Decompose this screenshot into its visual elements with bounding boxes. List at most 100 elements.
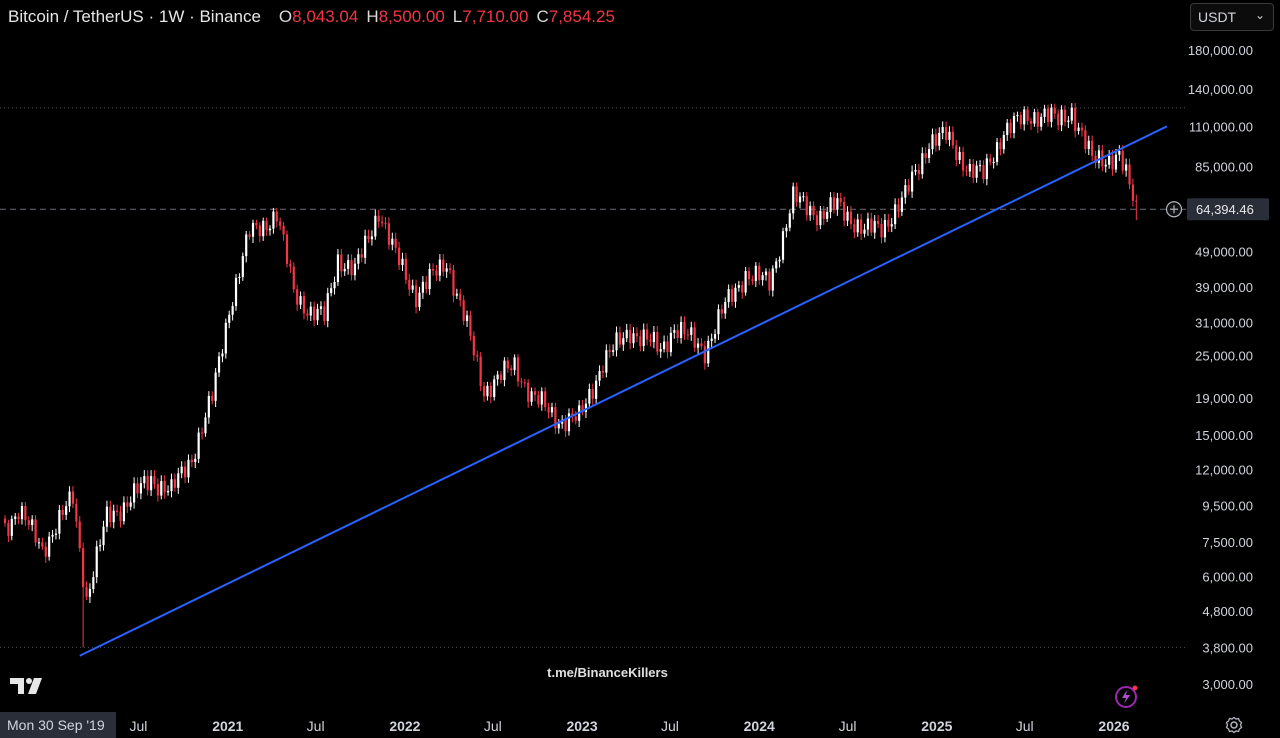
candle (367, 229, 370, 243)
candle (713, 329, 717, 344)
candle (285, 230, 289, 268)
candle (1121, 145, 1124, 175)
tradingview-logo-icon[interactable] (10, 676, 46, 696)
candle (880, 217, 883, 244)
candle (849, 206, 853, 230)
candle (479, 352, 482, 392)
candle (836, 192, 839, 216)
candle (666, 335, 669, 359)
candle (720, 304, 723, 319)
candle (1012, 112, 1016, 139)
candle (309, 301, 312, 321)
candle (350, 254, 353, 281)
candle (968, 158, 971, 178)
candle (747, 267, 751, 286)
candle (975, 160, 978, 183)
candle (1046, 104, 1050, 127)
price-tick-label: 140,000.00 (1188, 82, 1253, 97)
candle (428, 263, 431, 295)
candle (921, 147, 924, 179)
price-tick-label: 3,800.00 (1202, 640, 1253, 655)
candle (448, 263, 452, 274)
candle (190, 454, 193, 468)
candle (785, 224, 788, 238)
price-tick-label: 7,500.00 (1202, 535, 1253, 550)
candle (306, 308, 309, 321)
candle (326, 287, 329, 328)
candle (863, 223, 866, 238)
candle (1040, 113, 1043, 131)
candle (625, 323, 628, 343)
price-tick-label: 15,000.00 (1195, 428, 1253, 443)
candle (734, 283, 737, 308)
candle (730, 284, 734, 307)
candle (95, 540, 98, 584)
candle (82, 542, 85, 648)
candle (265, 217, 268, 236)
candle (139, 477, 142, 500)
candle (815, 210, 819, 232)
candle (985, 153, 988, 186)
candle (1084, 125, 1087, 154)
candle (126, 496, 129, 513)
candle (523, 378, 526, 388)
candle (340, 248, 343, 278)
candle (955, 140, 958, 167)
symbol-title[interactable]: Bitcoin / TetherUS · 1W · Binance (8, 7, 261, 26)
candle (472, 331, 475, 361)
candle (676, 324, 679, 343)
current-price-tag: 64,394.46 (1165, 198, 1269, 221)
candle (1128, 158, 1131, 190)
candle (669, 326, 672, 357)
high-label: H (366, 7, 379, 26)
crosshair-plus-icon[interactable] (1165, 201, 1183, 218)
candle (10, 515, 13, 541)
candle (724, 297, 727, 319)
candle (153, 470, 156, 489)
candle (347, 254, 350, 275)
candle (1070, 103, 1073, 125)
price-tick-label: 3,000.00 (1202, 677, 1253, 692)
candle (24, 502, 27, 526)
candle (741, 280, 744, 299)
price-tick-label: 180,000.00 (1188, 43, 1253, 58)
candle (894, 198, 897, 229)
candle (941, 121, 944, 140)
candle (397, 241, 401, 270)
candle (1074, 103, 1077, 138)
lightning-bolt-icon[interactable] (1114, 684, 1140, 710)
candle (1050, 103, 1053, 128)
candle (527, 379, 530, 408)
candle (262, 217, 265, 241)
candle (1097, 145, 1101, 169)
candle (710, 333, 713, 348)
time-tick-label: Jul (839, 718, 857, 734)
candle (37, 537, 41, 549)
candle (775, 258, 778, 273)
candle (200, 427, 204, 440)
candle (122, 496, 126, 525)
settings-gear-icon[interactable] (1225, 716, 1243, 734)
candle (910, 165, 914, 198)
candle (217, 351, 221, 377)
candle (612, 344, 615, 356)
candle (1043, 104, 1046, 123)
candle (238, 273, 241, 284)
candle (1087, 135, 1090, 155)
candle (421, 276, 424, 299)
candle (754, 262, 757, 287)
currency-select[interactable]: USDT ⌄ (1190, 3, 1274, 31)
candle (1016, 111, 1019, 122)
candle (469, 310, 472, 341)
candle (462, 295, 465, 326)
candle (425, 276, 428, 294)
candle (1067, 116, 1070, 129)
candle (105, 500, 109, 533)
trendline-layer (79, 125, 1168, 657)
candle (194, 453, 197, 468)
candle (567, 408, 571, 436)
candle (119, 505, 122, 528)
candle (1029, 117, 1033, 130)
time-tick-label: 2023 (566, 718, 597, 734)
